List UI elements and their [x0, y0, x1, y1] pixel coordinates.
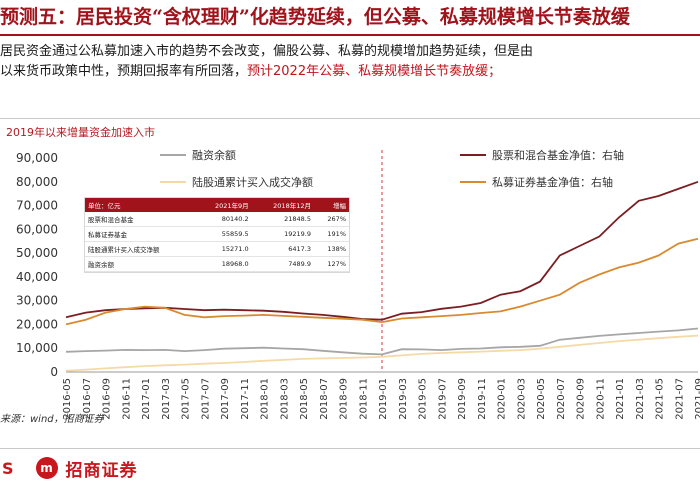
series-line — [65, 180, 699, 321]
body-line-1: 居民资金通过公私募加速入市的趋势不会改变，偏股公募、私募的规模增加趋势延续，但是… — [0, 44, 534, 59]
brand-name: 招商证券 — [65, 460, 138, 481]
footer-rule — [0, 448, 700, 449]
page-title: 预测五：居民投资“含权理财”化趋势延续，但公募、私募规模增长节奏放缓 — [0, 6, 630, 28]
table-cell: 21848.5 — [251, 212, 314, 227]
title-rule — [0, 34, 700, 36]
table-header-cell: 2021年9月 — [195, 198, 252, 212]
x-tick-label: 2017-07 — [200, 378, 211, 420]
y-tick-label: 20,000 — [16, 317, 58, 331]
table-cell: 19219.9 — [251, 226, 314, 242]
x-tick-label: 2018-03 — [279, 378, 290, 420]
brand-letter: S — [2, 458, 14, 478]
y-tick-label: 30,000 — [16, 294, 58, 308]
table-row: 陆股通累计买入成交净额 15271.0 6417.3 138% — [85, 241, 349, 257]
table-cell: 191% — [313, 226, 349, 242]
legend-label: 股票和混合基金净值：右轴 — [492, 148, 624, 162]
y-tick-label: 60,000 — [16, 222, 58, 236]
table-cell: 267% — [313, 212, 349, 227]
x-tick-label: 2016-09 — [102, 378, 113, 420]
x-tick-label: 2019-01 — [378, 378, 389, 420]
x-tick-label: 2020-07 — [556, 378, 567, 420]
brand-mark-icon: m — [35, 457, 58, 479]
y-tick-label: 70,000 — [16, 199, 58, 213]
legend-label: 融资余额 — [192, 148, 236, 162]
table-header-cell: 增幅 — [313, 198, 349, 212]
brand-logo: S m 招商证券 — [0, 454, 138, 482]
x-tick-label: 2017-03 — [161, 378, 172, 420]
x-tick-label: 2019-11 — [477, 378, 488, 420]
y-tick-label: 0 — [50, 365, 58, 379]
x-tick-label: 2019-03 — [398, 378, 409, 420]
x-tick-label: 2020-03 — [516, 378, 527, 420]
series-line — [65, 237, 699, 326]
legend-label: 陆股通累计买入成交净额 — [192, 175, 313, 189]
x-tick-label: 2019-09 — [457, 378, 468, 420]
x-tick-label: 2018-07 — [319, 378, 330, 420]
table-header-cell: 单位：亿元 — [85, 198, 196, 212]
table-row: 股票和混合基金 80140.2 21848.5 267% — [85, 212, 349, 227]
x-tick-label: 2021-01 — [615, 378, 626, 420]
x-tick-label: 2017-05 — [181, 378, 192, 420]
body-paragraph: 居民资金通过公私募加速入市的趋势不会改变，偏股公募、私募的规模增加趋势延续，但是… — [0, 42, 700, 82]
x-tick-label: 2018-01 — [260, 378, 271, 420]
x-tick-label: 2016-05 — [62, 378, 73, 420]
body-line-2-highlight: 预计2022年公募、私募规模增长节奏放缓； — [247, 64, 502, 79]
table-cell: 股票和混合基金 — [85, 212, 196, 227]
chart-frame — [0, 118, 700, 409]
series-line — [65, 334, 699, 372]
x-tick-label: 2021-03 — [635, 378, 646, 420]
table-cell: 6417.3 — [251, 241, 314, 257]
table-cell: 融资余额 — [85, 256, 196, 272]
table-header-cell: 2018年12月 — [251, 198, 314, 212]
y-tick-label: 40,000 — [16, 270, 58, 284]
table-cell: 55859.5 — [195, 226, 252, 242]
table-cell: 陆股通累计买入成交净额 — [85, 241, 196, 257]
table-cell: 127% — [313, 256, 349, 272]
summary-table-header: 单位：亿元 2021年9月 2018年12月 增幅 — [85, 198, 349, 212]
x-tick-label: 2019-05 — [418, 378, 429, 420]
x-tick-label: 2021-09 — [694, 378, 700, 420]
x-tick-label: 2017-11 — [240, 378, 251, 420]
x-tick-label: 2018-05 — [299, 378, 310, 420]
table-cell: 80140.2 — [195, 212, 252, 227]
source-note: 来源：wind，招商证券 — [0, 414, 104, 425]
x-tick-label: 2017-01 — [141, 378, 152, 420]
body-line-2-plain: 以来货币政策中性，预期回报率有所回落， — [0, 64, 248, 79]
x-tick-label: 2020-05 — [536, 378, 547, 420]
y-tick-label: 50,000 — [16, 246, 58, 260]
x-tick-label: 2020-11 — [595, 378, 606, 420]
summary-table: 单位：亿元 2021年9月 2018年12月 增幅 股票和混合基金 80140.… — [84, 197, 350, 273]
x-tick-label: 2018-09 — [339, 378, 350, 420]
table-cell: 15271.0 — [195, 241, 252, 257]
table-cell: 7489.9 — [251, 256, 314, 272]
table-row: 融资余额 18968.0 7489.9 127% — [85, 256, 349, 272]
body-line-2: 以来货币政策中性，预期回报率有所回落，预计2022年公募、私募规模增长节奏放缓； — [0, 62, 700, 82]
y-tick-label: 90,000 — [16, 151, 58, 165]
x-tick-label: 2020-01 — [497, 378, 508, 420]
y-tick-label: 10,000 — [16, 341, 58, 355]
x-tick-label: 2016-07 — [82, 378, 93, 420]
x-tick-label: 2016-11 — [121, 378, 132, 420]
x-tick-label: 2019-07 — [437, 378, 448, 420]
x-tick-label: 2018-11 — [358, 378, 369, 420]
x-tick-label: 2020-09 — [576, 378, 587, 420]
table-cell: 138% — [313, 241, 349, 257]
series-line — [65, 327, 699, 356]
legend-label: 私募证券基金净值：右轴 — [492, 175, 613, 189]
chart-title: 2019年以来增量资金加速入市 — [6, 126, 155, 139]
table-cell: 18968.0 — [195, 256, 252, 272]
x-tick-label: 2021-07 — [674, 378, 685, 420]
table-row: 私募证券基金 55859.5 19219.9 191% — [85, 226, 349, 242]
y-tick-label: 80,000 — [16, 175, 58, 189]
x-tick-label: 2017-09 — [220, 378, 231, 420]
table-cell: 私募证券基金 — [85, 226, 196, 242]
x-tick-label: 2021-05 — [655, 378, 666, 420]
